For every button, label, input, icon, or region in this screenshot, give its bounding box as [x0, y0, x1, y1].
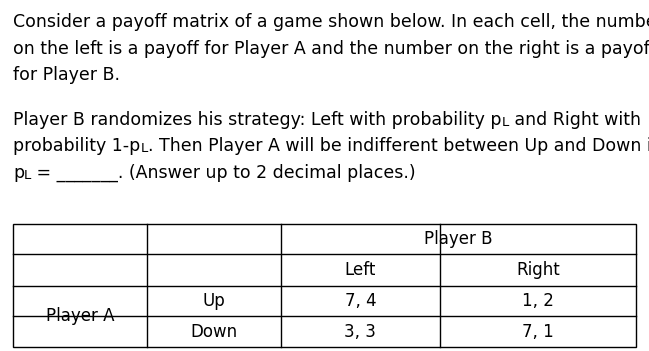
- Text: Player B randomizes his strategy: Left with probability p: Player B randomizes his strategy: Left w…: [13, 111, 502, 128]
- Text: L: L: [502, 115, 509, 128]
- Bar: [13, 224, 636, 347]
- Text: 1, 2: 1, 2: [522, 292, 554, 310]
- Text: for Player B.: for Player B.: [13, 66, 120, 84]
- Text: 3, 3: 3, 3: [345, 323, 376, 340]
- Text: L: L: [24, 168, 31, 181]
- Text: = _______. (Answer up to 2 decimal places.): = _______. (Answer up to 2 decimal place…: [31, 164, 416, 182]
- Text: Up: Up: [202, 292, 225, 310]
- Text: Consider a payoff matrix of a game shown below. In each cell, the number: Consider a payoff matrix of a game shown…: [13, 13, 649, 31]
- Text: Down: Down: [190, 323, 238, 340]
- Text: Left: Left: [345, 260, 376, 278]
- Text: p: p: [13, 164, 24, 181]
- Text: . Then Player A will be indifferent between Up and Down if: . Then Player A will be indifferent betw…: [147, 137, 649, 155]
- Text: and Right with: and Right with: [509, 111, 641, 128]
- Text: Right: Right: [516, 260, 559, 278]
- Text: on the left is a payoff for Player A and the number on the right is a payoff: on the left is a payoff for Player A and…: [13, 40, 649, 58]
- Text: Player B: Player B: [424, 230, 493, 248]
- Text: 7, 4: 7, 4: [345, 292, 376, 310]
- Text: Player A: Player A: [45, 307, 114, 325]
- Text: L: L: [140, 142, 147, 155]
- Text: probability 1-p: probability 1-p: [13, 137, 140, 155]
- Text: 7, 1: 7, 1: [522, 323, 554, 340]
